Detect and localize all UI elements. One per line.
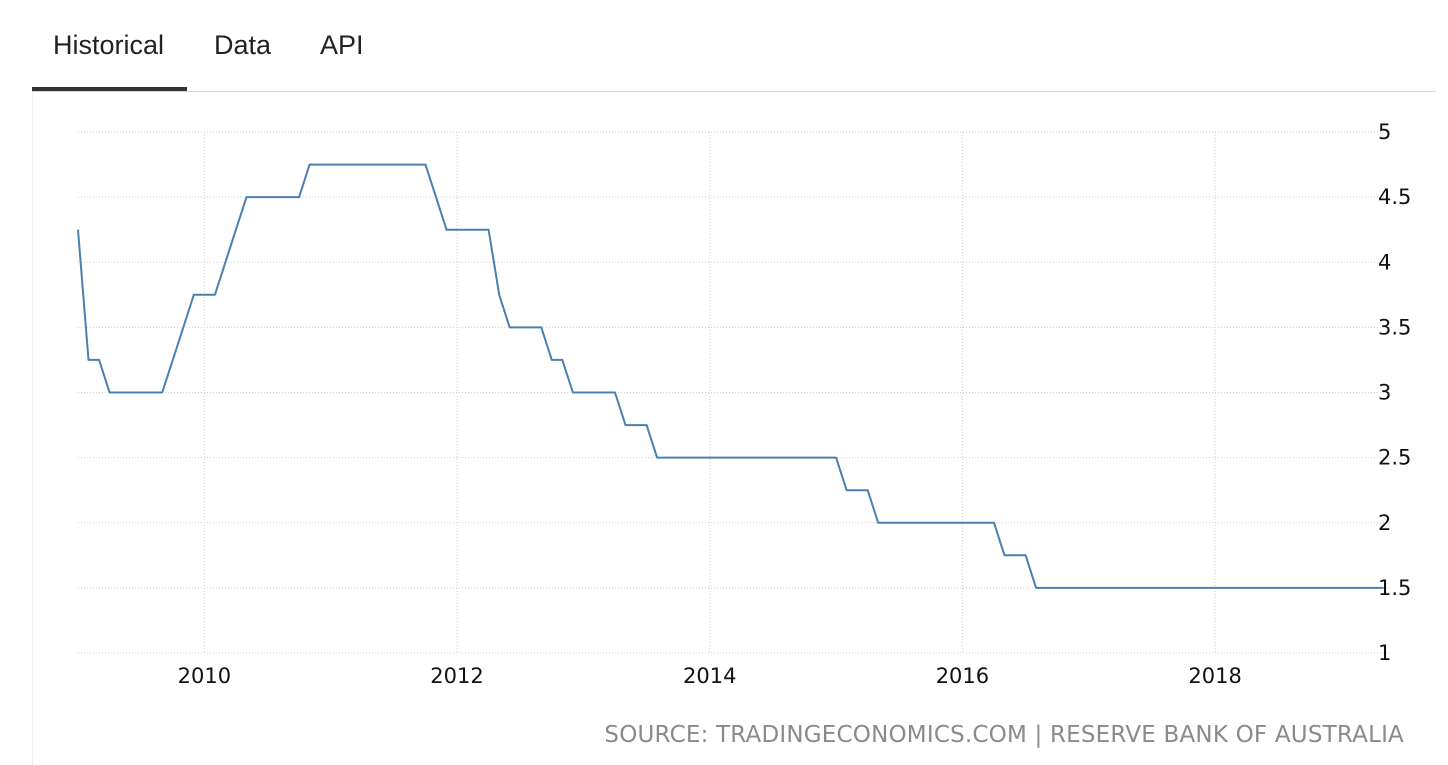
tab-data[interactable]: Data [214,30,272,60]
y-tick-label: 5 [1378,120,1391,144]
x-tick-label: 2010 [178,664,231,688]
chart-border [32,92,33,765]
y-tick-label: 3 [1378,381,1391,405]
active-tab-indicator [32,87,187,91]
x-tick-label: 2012 [430,664,483,688]
source-note: SOURCE: TRADINGECONOMICS.COM | RESERVE B… [604,722,1404,748]
y-tick-label: 2.5 [1378,446,1411,470]
y-tick-label: 4.5 [1378,185,1411,209]
y-tick-label: 4 [1378,250,1391,274]
y-tick-label: 3.5 [1378,315,1411,339]
y-tick-label: 1 [1378,641,1391,665]
x-tick-label: 2016 [936,664,989,688]
x-tick-label: 2014 [683,664,736,688]
tab-bar: Historical Data API [32,0,1436,92]
series-line [77,163,1384,589]
x-tick-label: 2018 [1188,664,1241,688]
y-tick-label: 2 [1378,511,1391,535]
tab-historical[interactable]: Historical [53,30,165,60]
tab-api[interactable]: API [320,30,364,60]
